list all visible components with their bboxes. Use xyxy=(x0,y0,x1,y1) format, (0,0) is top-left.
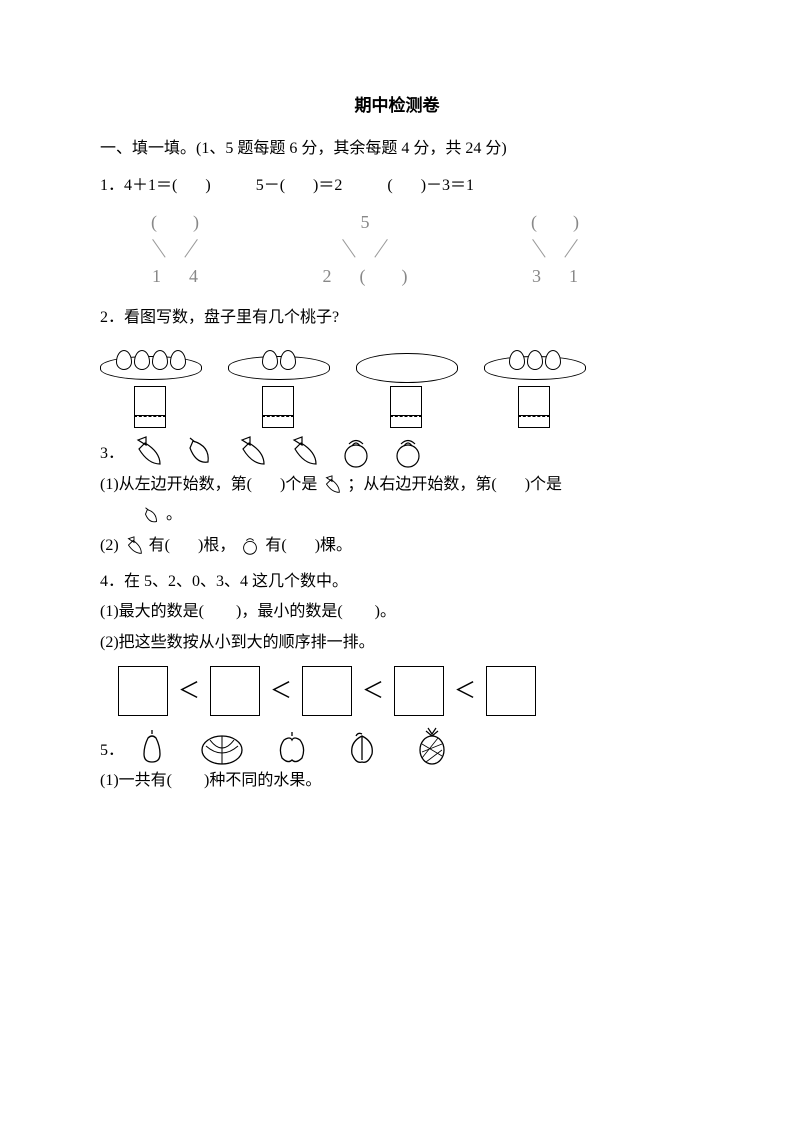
answer-box[interactable] xyxy=(134,386,166,428)
bond-2-right: ( ) xyxy=(360,259,408,293)
question-5: 5． (1)一共有( )种不同的水果。 xyxy=(100,726,694,796)
cabbage-icon xyxy=(390,434,426,470)
carrot-icon xyxy=(286,434,322,470)
q5-sub1: (1)一共有( )种不同的水果。 xyxy=(100,766,694,796)
peach-icon xyxy=(340,726,384,766)
q1-eq2-a: 5－( xyxy=(256,177,285,194)
carrot-icon xyxy=(234,434,270,470)
q3-1-e: 。 xyxy=(166,506,182,523)
vegetable-row xyxy=(130,434,426,470)
q5-label: 5． xyxy=(100,736,124,766)
question-1: 1．4＋1＝() 5－( )＝2 ( )－3＝1 ( ) 1 4 5 2 ( ) xyxy=(100,171,694,294)
q1-eq3-a: ( xyxy=(387,177,392,194)
question-2: 2．看图写数，盘子里有几个桃子? xyxy=(100,303,694,427)
q3-label: 3． xyxy=(100,439,124,469)
bond-3: ( ) 3 1 xyxy=(505,205,605,293)
plate-unit xyxy=(484,340,584,428)
bond-2: 5 2 ( ) xyxy=(315,205,415,293)
watermelon-icon xyxy=(200,726,244,766)
cabbage-icon xyxy=(338,434,374,470)
bond-3-right: 1 xyxy=(569,259,578,293)
number-bonds: ( ) 1 4 5 2 ( ) ( ) 3 1 xyxy=(125,205,694,293)
answer-box[interactable] xyxy=(390,386,422,428)
q3-1-c: ；从右边开始数，第( xyxy=(347,476,496,493)
question-3: 3． (1)从左边开始数，第( )个是 ；从右边开始数，第( )个是 。 (2) 有… xyxy=(100,434,694,561)
apple-icon xyxy=(270,726,314,766)
bond-2-top: 5 xyxy=(361,205,370,239)
order-box-5[interactable] xyxy=(486,666,536,716)
q3-2-c: )根， xyxy=(198,537,235,554)
carrot-icon xyxy=(321,474,343,496)
bond-3-left: 3 xyxy=(532,259,541,293)
bond-1-top: ( ) xyxy=(151,205,199,239)
lt-4: ＜ xyxy=(454,670,476,712)
q3-1-b: )个是 xyxy=(280,476,317,493)
eggplant-icon xyxy=(140,505,162,527)
question-4: 4．在 5、2、0、3、4 这几个数中。 (1)最大的数是( )，最小的数是( … xyxy=(100,567,694,716)
order-boxes: ＜ ＜ ＜ ＜ xyxy=(118,666,694,716)
answer-box[interactable] xyxy=(262,386,294,428)
q3-2-d: 有( xyxy=(265,537,286,554)
plate-unit xyxy=(228,340,328,428)
pineapple-icon xyxy=(410,726,454,766)
q3-2-b: 有( xyxy=(149,537,170,554)
order-box-1[interactable] xyxy=(118,666,168,716)
fruit-row xyxy=(130,726,454,766)
q4-sub1: (1)最大的数是( )，最小的数是( )。 xyxy=(100,597,694,627)
q3-2-a: (2) xyxy=(100,537,119,554)
bond-1-left: 1 xyxy=(152,259,161,293)
order-box-3[interactable] xyxy=(302,666,352,716)
order-box-4[interactable] xyxy=(394,666,444,716)
carrot-icon xyxy=(130,434,166,470)
q4-sub2: (2)把这些数按从小到大的顺序排一排。 xyxy=(100,628,694,658)
bond-1: ( ) 1 4 xyxy=(125,205,225,293)
q1-label: 1． xyxy=(100,177,124,194)
q4-text: 4．在 5、2、0、3、4 这几个数中。 xyxy=(100,567,694,597)
lt-1: ＜ xyxy=(178,670,200,712)
lt-3: ＜ xyxy=(362,670,384,712)
q1-eq1-b: ) xyxy=(205,177,210,194)
plate-unit xyxy=(356,340,456,428)
bond-3-top: ( ) xyxy=(531,205,579,239)
bond-1-right: 4 xyxy=(189,259,198,293)
page-title: 期中检测卷 xyxy=(100,90,694,122)
carrot-icon xyxy=(123,535,145,557)
q1-eq1-a: 4＋1＝( xyxy=(124,177,177,194)
q3-1-a: (1)从左边开始数，第( xyxy=(100,476,252,493)
plate-unit xyxy=(100,340,200,428)
q1-eq2-b: )＝2 xyxy=(313,177,342,194)
bond-2-left: 2 xyxy=(323,259,332,293)
plates-row xyxy=(100,340,694,428)
q3-2-e: )棵。 xyxy=(315,537,352,554)
pear-icon xyxy=(130,726,174,766)
eggplant-icon xyxy=(182,434,218,470)
cabbage-icon xyxy=(239,535,261,557)
lt-2: ＜ xyxy=(270,670,292,712)
answer-box[interactable] xyxy=(518,386,550,428)
q2-text: 2．看图写数，盘子里有几个桃子? xyxy=(100,303,694,333)
q1-eq3-b: )－3＝1 xyxy=(421,177,474,194)
section-1-heading: 一、填一填。(1、5 题每题 6 分，其余每题 4 分，共 24 分) xyxy=(100,134,694,164)
order-box-2[interactable] xyxy=(210,666,260,716)
q3-1-d: )个是 xyxy=(525,476,562,493)
